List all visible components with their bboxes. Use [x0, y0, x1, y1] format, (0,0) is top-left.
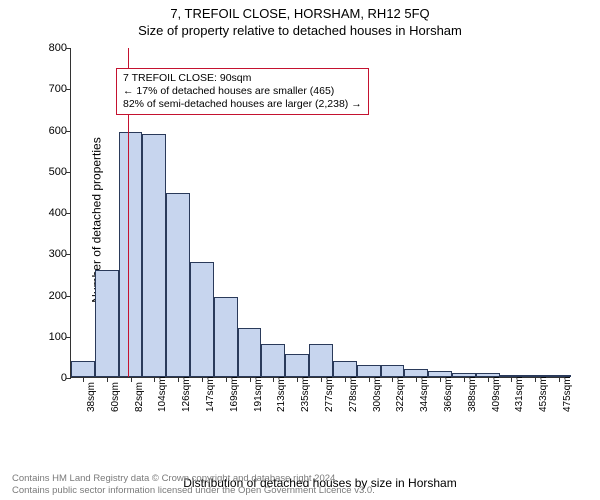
x-tick-label: 60sqm [110, 382, 121, 412]
y-tick-label: 100 [29, 331, 67, 343]
x-tick-mark [345, 377, 346, 382]
histogram-bar [190, 262, 214, 378]
x-tick-label: 38sqm [86, 382, 97, 412]
y-tick-label: 700 [29, 83, 67, 95]
y-tick-mark [66, 337, 71, 338]
y-tick-mark [66, 378, 71, 379]
x-tick-label: 277sqm [324, 376, 335, 412]
x-tick-mark [321, 377, 322, 382]
histogram-bar [142, 134, 166, 377]
y-tick-label: 500 [29, 166, 67, 178]
x-tick-mark [250, 377, 251, 382]
x-tick-label: 453sqm [538, 376, 549, 412]
x-tick-label: 213sqm [276, 376, 287, 412]
y-tick-mark [66, 296, 71, 297]
x-tick-mark [226, 377, 227, 382]
histogram-bar [357, 365, 381, 377]
y-tick-label: 800 [29, 42, 67, 54]
footer-line-1: Contains HM Land Registry data © Crown c… [12, 473, 375, 484]
attribution-footer: Contains HM Land Registry data © Crown c… [12, 473, 375, 496]
x-tick-mark [178, 377, 179, 382]
x-tick-mark [202, 377, 203, 382]
chart-area: Number of detached properties 0100200300… [70, 48, 570, 418]
x-tick-label: 409sqm [491, 376, 502, 412]
histogram-bar [238, 328, 262, 378]
x-tick-label: 344sqm [419, 376, 430, 412]
histogram-bar [285, 354, 309, 377]
x-tick-mark [83, 377, 84, 382]
title-block: 7, TREFOIL CLOSE, HORSHAM, RH12 5FQ Size… [0, 0, 600, 38]
x-tick-mark [440, 377, 441, 382]
histogram-bar [95, 270, 119, 377]
x-tick-mark [488, 377, 489, 382]
x-tick-mark [273, 377, 274, 382]
y-tick-label: 0 [29, 372, 67, 384]
x-tick-label: 278sqm [348, 376, 359, 412]
y-tick-mark [66, 172, 71, 173]
annotation-line: 82% of semi-detached houses are larger (… [123, 98, 362, 111]
x-tick-mark [511, 377, 512, 382]
histogram-bar [166, 193, 190, 377]
y-tick-label: 200 [29, 290, 67, 302]
x-tick-label: 388sqm [467, 376, 478, 412]
x-tick-mark [416, 377, 417, 382]
histogram-bar [214, 297, 238, 377]
histogram-bar [333, 361, 357, 378]
x-tick-label: 147sqm [205, 376, 216, 412]
x-tick-label: 366sqm [443, 376, 454, 412]
x-tick-label: 300sqm [372, 376, 383, 412]
plot-region: 010020030040050060070080038sqm60sqm82sqm… [70, 48, 570, 378]
footer-line-2: Contains public sector information licen… [12, 485, 375, 496]
y-tick-mark [66, 213, 71, 214]
x-tick-label: 322sqm [395, 376, 406, 412]
y-tick-label: 600 [29, 125, 67, 137]
y-tick-mark [66, 48, 71, 49]
y-tick-label: 400 [29, 207, 67, 219]
annotation-line: ← 17% of detached houses are smaller (46… [123, 85, 362, 98]
x-tick-label: 126sqm [181, 376, 192, 412]
histogram-bar [309, 344, 333, 377]
x-tick-label: 82sqm [134, 382, 145, 412]
histogram-bar [381, 365, 405, 377]
x-tick-mark [131, 377, 132, 382]
y-tick-mark [66, 254, 71, 255]
y-tick-label: 300 [29, 248, 67, 260]
x-tick-label: 235sqm [300, 376, 311, 412]
address-line: 7, TREFOIL CLOSE, HORSHAM, RH12 5FQ [0, 6, 600, 21]
chart-subtitle: Size of property relative to detached ho… [0, 23, 600, 38]
x-tick-label: 191sqm [253, 376, 264, 412]
x-tick-mark [392, 377, 393, 382]
y-tick-mark [66, 131, 71, 132]
annotation-box: 7 TREFOIL CLOSE: 90sqm← 17% of detached … [116, 68, 369, 115]
x-tick-mark [535, 377, 536, 382]
x-tick-mark [154, 377, 155, 382]
x-tick-mark [464, 377, 465, 382]
x-tick-label: 104sqm [157, 376, 168, 412]
x-tick-label: 169sqm [229, 376, 240, 412]
x-tick-mark [297, 377, 298, 382]
x-tick-mark [369, 377, 370, 382]
histogram-bar [71, 361, 95, 378]
x-tick-label: 475sqm [562, 376, 573, 412]
x-tick-mark [559, 377, 560, 382]
x-tick-mark [107, 377, 108, 382]
annotation-line: 7 TREFOIL CLOSE: 90sqm [123, 72, 362, 85]
x-tick-label: 431sqm [514, 376, 525, 412]
y-tick-mark [66, 89, 71, 90]
histogram-bar [119, 132, 143, 377]
histogram-bar [261, 344, 285, 377]
